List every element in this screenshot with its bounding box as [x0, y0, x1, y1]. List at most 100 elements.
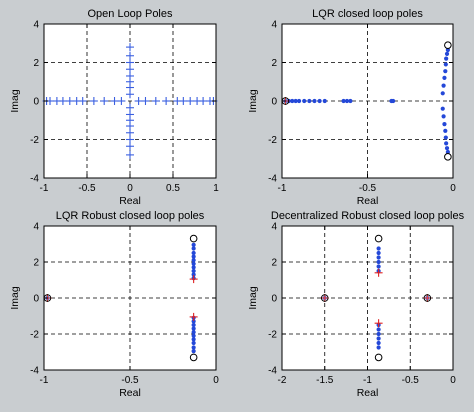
data-point-dot	[191, 340, 196, 346]
series-3-circle	[43, 234, 198, 362]
x-tick-label: -0.5	[402, 375, 420, 386]
data-point-plus	[151, 97, 160, 105]
data-point-dot	[191, 272, 196, 277]
data-point-dot	[376, 336, 381, 341]
x-axis-label: Real	[119, 195, 141, 207]
y-axis-label: Imag	[9, 286, 21, 310]
series-1-dot	[283, 47, 450, 155]
data-point-dot	[297, 98, 302, 104]
x-tick-label: -2	[278, 375, 287, 386]
y-tick-label: 4	[33, 222, 39, 233]
data-point-dot	[191, 345, 196, 350]
series-2-plus	[320, 268, 432, 328]
data-point-plus	[126, 65, 134, 74]
x-axis-label: Real	[357, 195, 379, 207]
x-tick-label: 0	[213, 375, 219, 386]
data-point-dot	[191, 254, 196, 259]
y-tick-label: -2	[268, 330, 277, 341]
x-axis-label: Real	[357, 387, 379, 399]
data-point-plus	[100, 97, 109, 105]
data-point-dot	[191, 242, 196, 247]
x-axis-label: Real	[119, 387, 141, 399]
data-point-dot	[445, 47, 450, 53]
x-tick-label: 0	[450, 183, 456, 194]
data-point-dot	[307, 98, 312, 104]
data-point-dot	[441, 83, 446, 88]
data-point-dot	[376, 259, 381, 265]
data-point-dot	[290, 98, 295, 104]
data-point-plus	[186, 97, 195, 105]
data-point-circle	[320, 294, 329, 302]
data-point-plus	[89, 97, 98, 105]
subplot-3: -1 -0.5 0 -4 -2 0 2 4 LQR Robust closed loop pol…	[9, 210, 219, 399]
data-point-plus	[110, 97, 119, 105]
data-point-dot	[391, 98, 396, 104]
data-point-dot	[191, 333, 196, 338]
data-point-dot	[376, 345, 381, 350]
data-point-plus	[58, 97, 67, 105]
data-point-plus	[78, 97, 87, 105]
series-3-circle	[320, 234, 432, 362]
data-point-plus	[126, 150, 134, 159]
data-point-circle	[374, 234, 383, 243]
y-tick-label: -4	[30, 366, 39, 377]
data-point-dot	[191, 265, 196, 270]
data-point-dot	[191, 330, 196, 335]
data-point-dot	[376, 327, 381, 332]
data-point-dot	[191, 246, 196, 251]
data-point-dot	[443, 135, 448, 140]
x-tick-label: -0.5	[121, 375, 139, 386]
data-point-dot	[312, 98, 317, 104]
data-point-dot	[444, 51, 450, 56]
data-point-plus	[126, 142, 134, 151]
data-point-dot	[445, 149, 450, 155]
data-point-plus	[320, 294, 329, 302]
data-point-dot	[440, 106, 445, 111]
x-tick-label: -1	[363, 375, 372, 386]
y-tick-label: -4	[30, 174, 39, 185]
data-point-plus	[189, 275, 198, 284]
data-point-dot	[191, 250, 196, 256]
y-tick-label: -2	[30, 135, 39, 146]
x-tick-label: 0.5	[166, 183, 180, 194]
y-tick-label: 2	[271, 58, 277, 69]
y-tick-label: 2	[33, 258, 39, 269]
y-tick-label: -4	[268, 366, 277, 377]
data-point-circle	[189, 353, 198, 362]
data-point-dot	[302, 98, 307, 104]
data-point-plus	[126, 71, 134, 80]
x-tick-label: -1	[40, 183, 49, 194]
data-point-dot	[191, 326, 196, 331]
x-tick-label: -0.5	[359, 183, 377, 194]
chart-title: LQR closed loop poles	[312, 8, 423, 20]
y-tick-label: 0	[33, 294, 39, 305]
chart-title: Open Loop Poles	[87, 8, 173, 20]
data-point-circle	[189, 234, 198, 243]
data-point-dot	[322, 98, 327, 104]
data-point-dot	[444, 141, 449, 146]
data-point-plus	[126, 51, 134, 60]
y-tick-label: -4	[268, 174, 277, 185]
data-point-plus	[423, 294, 432, 302]
data-point-plus	[374, 268, 383, 277]
y-tick-label: 2	[271, 258, 277, 269]
data-point-dot	[293, 98, 298, 104]
data-point-dot	[440, 91, 445, 96]
data-point-plus	[179, 97, 188, 105]
data-point-plus	[162, 97, 171, 105]
data-point-dot	[191, 268, 196, 274]
y-tick-label: 4	[33, 20, 39, 31]
data-point-plus	[117, 97, 126, 105]
data-point-dot	[191, 319, 196, 324]
data-point-dot	[191, 322, 196, 328]
y-tick-label: 0	[271, 97, 277, 108]
subplot-2: -1 -0.5 0 -4 -2 0 2 4 LQR closed loop poles Real I…	[247, 8, 456, 207]
chart-title: LQR Robust closed loop poles	[56, 210, 205, 222]
x-tick-label: 0	[127, 183, 133, 194]
data-point-dot	[191, 258, 196, 263]
data-point-dot	[442, 122, 447, 127]
data-point-dot	[376, 250, 381, 256]
data-point-plus	[126, 135, 134, 144]
